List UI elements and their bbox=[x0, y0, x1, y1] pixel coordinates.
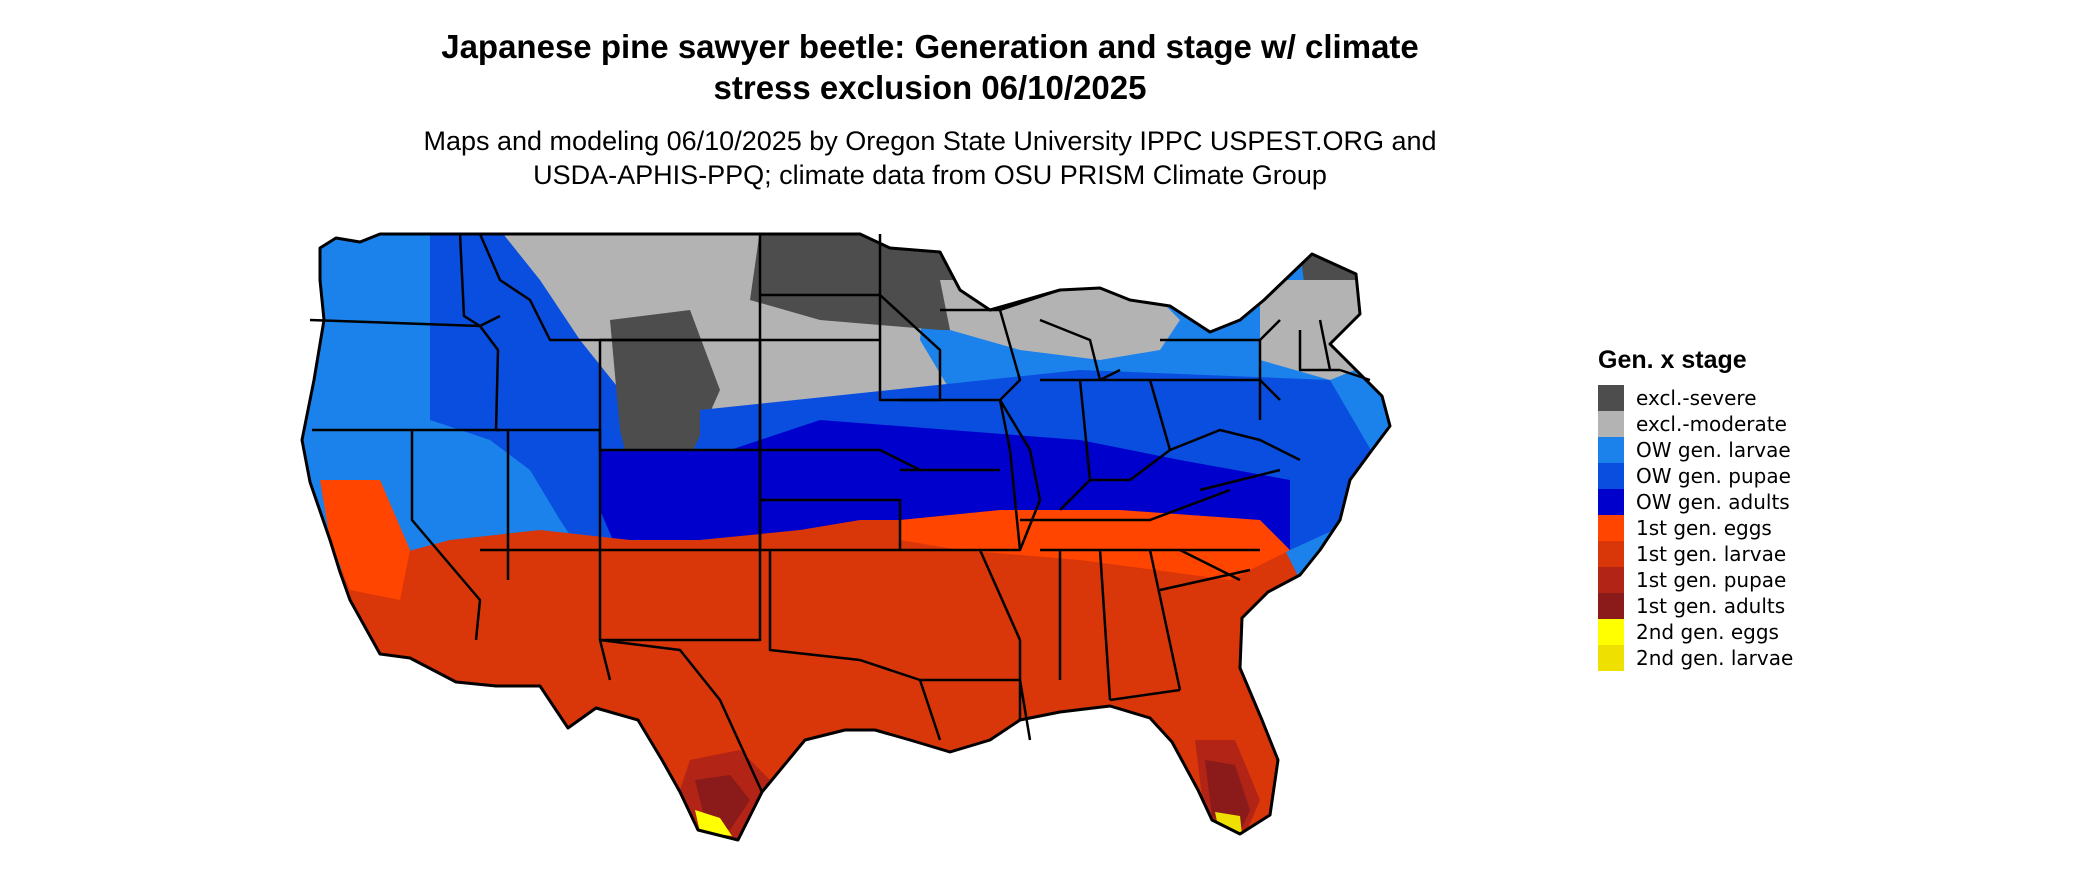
legend-swatch bbox=[1598, 515, 1624, 541]
legend-item: 1st gen. larvae bbox=[1598, 541, 1793, 567]
legend-swatch bbox=[1598, 619, 1624, 645]
legend-swatch bbox=[1598, 385, 1624, 411]
map-subtitle-line-2: USDA-APHIS-PPQ; climate data from OSU PR… bbox=[533, 160, 1327, 190]
legend-label: 2nd gen. larvae bbox=[1636, 646, 1794, 670]
legend-label: 2nd gen. eggs bbox=[1636, 620, 1779, 644]
border-pa-ny bbox=[1150, 319, 1281, 420]
region-southeast-eggs bbox=[900, 510, 1290, 580]
legend-swatch bbox=[1598, 645, 1624, 671]
border-va-wv-md bbox=[1169, 428, 1301, 492]
border-mt-id bbox=[478, 233, 600, 342]
legend-swatch bbox=[1598, 541, 1624, 567]
legend-label: 1st gen. eggs bbox=[1636, 516, 1772, 540]
legend-item: 2nd gen. larvae bbox=[1598, 645, 1793, 671]
legend-swatch bbox=[1598, 411, 1624, 437]
border-mi bbox=[999, 288, 1121, 382]
legend-item: 1st gen. eggs bbox=[1598, 515, 1793, 541]
legend-swatch bbox=[1598, 567, 1624, 593]
region-south-larvae bbox=[302, 520, 1300, 840]
region-central-adults bbox=[600, 420, 1290, 580]
legend-item: excl.-moderate bbox=[1598, 411, 1793, 437]
state-borders bbox=[309, 233, 1371, 793]
legend-item: excl.-severe bbox=[1598, 385, 1793, 411]
us-stage-map bbox=[300, 232, 1392, 842]
legend-rows: excl.-severe excl.-moderate OW gen. larvae… bbox=[1598, 385, 1793, 671]
legend-item: 2nd gen. eggs bbox=[1598, 619, 1793, 645]
legend-label: 1st gen. adults bbox=[1636, 594, 1786, 618]
map-title: Japanese pine sawyer beetle: Generation … bbox=[0, 26, 1860, 108]
us-outline bbox=[300, 232, 1392, 842]
region-florida-2nd-larvae bbox=[1215, 812, 1242, 834]
border-ms-al-ga bbox=[1058, 549, 1182, 702]
legend-item: 1st gen. pupae bbox=[1598, 567, 1793, 593]
border-az-nm bbox=[480, 548, 762, 681]
map-title-line-2: stress exclusion 06/10/2025 bbox=[713, 69, 1147, 106]
legend-label: OW gen. larvae bbox=[1636, 438, 1791, 462]
legend-label: excl.-severe bbox=[1636, 386, 1757, 410]
legend-item: 1st gen. adults bbox=[1598, 593, 1793, 619]
border-id-west bbox=[458, 233, 500, 431]
region-texas-2nd-eggs bbox=[695, 810, 732, 836]
legend-swatch bbox=[1598, 489, 1624, 515]
border-carolinas bbox=[1159, 548, 1251, 592]
map-title-line-1: Japanese pine sawyer beetle: Generation … bbox=[441, 28, 1419, 65]
legend-label: OW gen. adults bbox=[1636, 490, 1790, 514]
legend-label: excl.-moderate bbox=[1636, 412, 1787, 436]
map-subtitle-line-1: Maps and modeling 06/10/2025 by Oregon S… bbox=[423, 126, 1437, 156]
legend-label: 1st gen. larvae bbox=[1636, 542, 1787, 566]
map-subtitle: Maps and modeling 06/10/2025 by Oregon S… bbox=[0, 124, 1860, 192]
border-ks-ok bbox=[758, 450, 1022, 641]
border-mn-ia bbox=[878, 234, 942, 402]
legend-swatch bbox=[1598, 463, 1624, 489]
border-mo-ar bbox=[900, 398, 1022, 552]
border-tx bbox=[599, 550, 942, 793]
legend-item: OW gen. larvae bbox=[1598, 437, 1793, 463]
region-northeast-moderate bbox=[1260, 280, 1380, 380]
border-la-ms bbox=[920, 640, 1032, 741]
legend: Gen. x stage excl.-severe excl.-moderate O… bbox=[1598, 345, 1793, 671]
region-california-eggs bbox=[320, 480, 410, 600]
legend-item: OW gen. pupae bbox=[1598, 463, 1793, 489]
legend-label: 1st gen. pupae bbox=[1636, 568, 1787, 592]
legend-swatch bbox=[1598, 437, 1624, 463]
legend-label: OW gen. pupae bbox=[1636, 464, 1791, 488]
border-new-england bbox=[1298, 319, 1371, 382]
legend-title: Gen. x stage bbox=[1598, 346, 1747, 374]
border-ca-nv bbox=[410, 430, 482, 641]
legend-swatch bbox=[1598, 593, 1624, 619]
legend-item: OW gen. adults bbox=[1598, 489, 1793, 515]
